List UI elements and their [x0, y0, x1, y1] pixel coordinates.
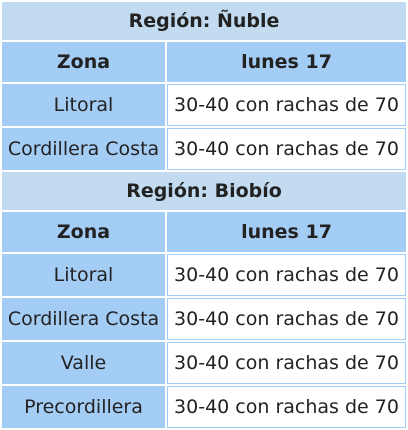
region-row-nuble: Región: Ñuble	[2, 2, 407, 40]
zona-cell: Litoral	[2, 84, 165, 126]
table-row: Litoral 30-40 con rachas de 70	[2, 84, 407, 126]
day-column-header: lunes 17	[167, 212, 407, 252]
day-column-header: lunes 17	[167, 42, 407, 82]
zona-cell: Litoral	[2, 254, 165, 296]
wind-value-cell: 30-40 con rachas de 70	[167, 342, 407, 384]
wind-value-cell: 30-40 con rachas de 70	[167, 84, 407, 126]
table-row: Litoral 30-40 con rachas de 70	[2, 254, 407, 296]
wind-value-cell: 30-40 con rachas de 70	[167, 128, 407, 170]
wind-value-cell: 30-40 con rachas de 70	[167, 298, 407, 340]
column-header-row: Zona lunes 17	[2, 42, 407, 82]
table-row: Precordillera 30-40 con rachas de 70	[2, 386, 407, 428]
zona-cell: Cordillera Costa	[2, 298, 165, 340]
zona-cell: Precordillera	[2, 386, 165, 428]
zona-column-header: Zona	[2, 212, 165, 252]
wind-value-cell: 30-40 con rachas de 70	[167, 386, 407, 428]
region-row-biobio: Región: Biobío	[2, 172, 407, 210]
table-row: Valle 30-40 con rachas de 70	[2, 342, 407, 384]
zona-cell: Cordillera Costa	[2, 128, 165, 170]
column-header-row: Zona lunes 17	[2, 212, 407, 252]
region-title: Región: Biobío	[2, 172, 407, 210]
zona-cell: Valle	[2, 342, 165, 384]
wind-value-cell: 30-40 con rachas de 70	[167, 254, 407, 296]
zona-column-header: Zona	[2, 42, 165, 82]
region-title: Región: Ñuble	[2, 2, 407, 40]
table-row: Cordillera Costa 30-40 con rachas de 70	[2, 298, 407, 340]
table-row: Cordillera Costa 30-40 con rachas de 70	[2, 128, 407, 170]
